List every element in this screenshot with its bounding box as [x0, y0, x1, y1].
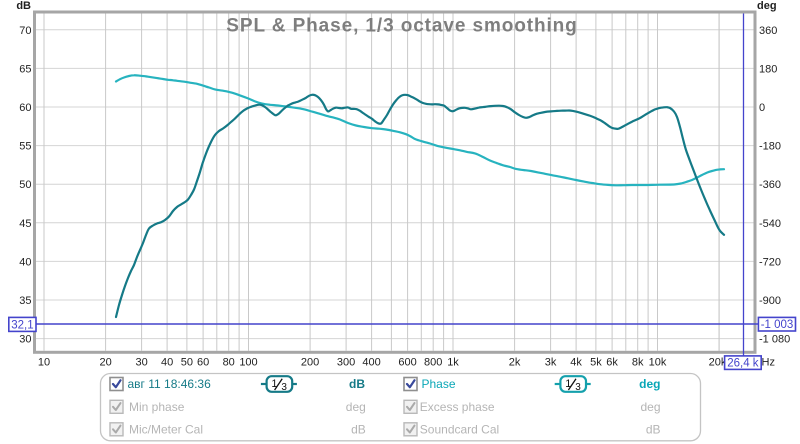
svg-text:deg: deg	[639, 377, 660, 391]
svg-text:70: 70	[19, 25, 31, 37]
svg-text:-540: -540	[759, 218, 781, 230]
svg-text:400: 400	[362, 357, 380, 369]
svg-text:40: 40	[19, 256, 31, 268]
svg-text:180: 180	[759, 63, 777, 75]
svg-text:6k: 6k	[606, 357, 618, 369]
svg-text:3: 3	[281, 382, 287, 393]
svg-text:35: 35	[19, 295, 31, 307]
svg-text:Hz: Hz	[762, 357, 775, 369]
svg-text:dB: dB	[16, 0, 31, 12]
svg-text:dB: dB	[349, 377, 365, 391]
svg-text:3: 3	[575, 382, 581, 393]
svg-text:-720: -720	[759, 256, 781, 268]
svg-text:600: 600	[398, 357, 416, 369]
svg-text:30: 30	[135, 357, 147, 369]
svg-text:60: 60	[19, 102, 31, 114]
svg-text:360: 360	[759, 25, 777, 37]
svg-text:3k: 3k	[545, 357, 557, 369]
svg-text:1: 1	[565, 378, 571, 390]
svg-text:50: 50	[181, 357, 193, 369]
svg-text:10k: 10k	[649, 357, 667, 369]
svg-text:Mic/Meter Cal: Mic/Meter Cal	[129, 422, 203, 436]
svg-text:1: 1	[271, 378, 277, 390]
svg-text:-360: -360	[759, 179, 781, 191]
svg-text:Excess phase: Excess phase	[420, 400, 495, 414]
svg-text:65: 65	[19, 63, 31, 75]
svg-text:2k: 2k	[509, 357, 521, 369]
svg-text:-900: -900	[759, 295, 781, 307]
svg-text:SPL & Phase, 1/3 octave smooth: SPL & Phase, 1/3 octave smoothing	[226, 16, 577, 37]
svg-text:10: 10	[38, 357, 50, 369]
svg-text:32,1: 32,1	[11, 319, 33, 331]
svg-text:20k: 20k	[709, 357, 727, 369]
svg-text:100: 100	[239, 357, 257, 369]
svg-text:Min phase: Min phase	[129, 400, 185, 414]
svg-text:1k: 1k	[447, 357, 459, 369]
svg-text:авг 11 18:46:36: авг 11 18:46:36	[128, 377, 212, 391]
svg-text:20: 20	[99, 357, 111, 369]
svg-text:80: 80	[223, 357, 235, 369]
svg-text:-1 080: -1 080	[759, 334, 790, 346]
svg-text:4k: 4k	[570, 357, 582, 369]
svg-text:40: 40	[161, 357, 173, 369]
svg-text:200: 200	[301, 357, 319, 369]
svg-text:-180: -180	[759, 141, 781, 153]
svg-text:60: 60	[197, 357, 209, 369]
svg-text:deg: deg	[757, 0, 777, 12]
svg-text:300: 300	[337, 357, 355, 369]
svg-text:26,4 k: 26,4 k	[727, 358, 759, 370]
svg-text:dB: dB	[351, 422, 366, 436]
svg-text:dB: dB	[646, 422, 661, 436]
svg-text:-1 003: -1 003	[761, 319, 794, 331]
svg-text:8k: 8k	[632, 357, 644, 369]
svg-text:30: 30	[19, 334, 31, 346]
svg-text:0: 0	[759, 102, 765, 114]
svg-text:deg: deg	[640, 400, 660, 414]
svg-text:5k: 5k	[590, 357, 602, 369]
svg-text:Phase: Phase	[422, 377, 456, 391]
svg-text:50: 50	[19, 179, 31, 191]
svg-text:45: 45	[19, 218, 31, 230]
svg-text:800: 800	[424, 357, 442, 369]
svg-text:Soundcard Cal: Soundcard Cal	[420, 422, 499, 436]
svg-text:deg: deg	[346, 400, 366, 414]
svg-text:55: 55	[19, 141, 31, 153]
